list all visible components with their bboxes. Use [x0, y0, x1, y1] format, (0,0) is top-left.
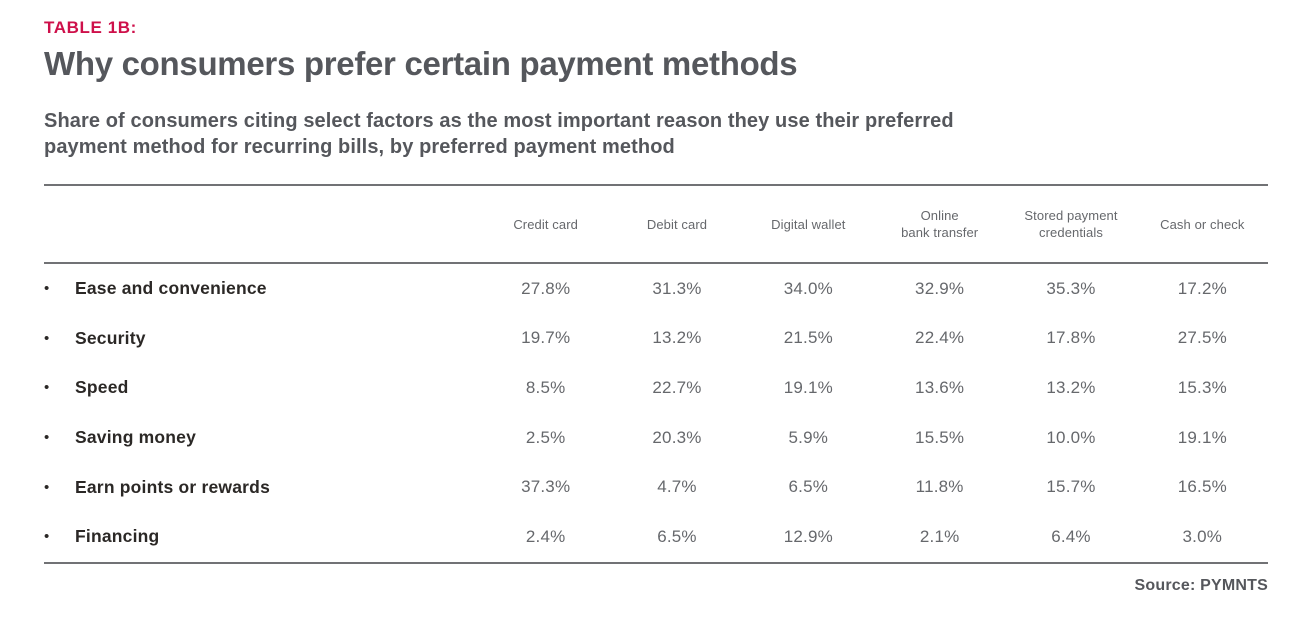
cell-value: 37.3%	[521, 477, 571, 497]
row-label-ease-and-convenience: Ease and convenience	[75, 278, 267, 299]
cell-value: 6.4%	[1051, 526, 1091, 546]
page-title: Why consumers prefer certain payment met…	[44, 45, 798, 82]
divider-top	[44, 184, 1268, 186]
cell-value: 19.1%	[1177, 427, 1227, 447]
cell-value: 19.1%	[783, 377, 833, 397]
divider-header	[44, 262, 1268, 264]
table-row: • Financing 2.4% 6.5% 12.9% 2.1% 6.4% 3.…	[44, 512, 1268, 562]
table-number-tag: TABLE 1B:	[44, 18, 137, 37]
cell-value: 2.1%	[919, 526, 960, 546]
cell-value: 34.0%	[783, 278, 833, 298]
column-header-debit-card: Debit card	[646, 216, 708, 232]
table-row: • Speed 8.5% 22.7% 19.1% 13.6% 13.2% 15.…	[44, 363, 1268, 413]
cell-value: 16.5%	[1177, 477, 1227, 497]
table-body: • Ease and convenience 27.8% 31.3% 34.0%…	[44, 264, 1268, 562]
column-header-credit-card: Credit card	[513, 216, 578, 232]
cell-value: 17.2%	[1177, 278, 1227, 298]
cell-value: 21.5%	[783, 328, 833, 348]
row-label-saving-money: Saving money	[75, 427, 197, 448]
cell-value: 13.2%	[652, 328, 702, 348]
cell-value: 3.0%	[1182, 526, 1223, 546]
row-label-cell: • Security	[44, 328, 480, 349]
cell-value: 10.0%	[1046, 427, 1096, 447]
cell-value: 8.5%	[525, 377, 566, 397]
row-label-speed: Speed	[75, 377, 129, 398]
cell-value: 12.9%	[783, 526, 833, 546]
cell-value: 20.3%	[652, 427, 702, 447]
cell-value: 11.8%	[915, 477, 964, 497]
cell-value: 19.7%	[521, 328, 571, 348]
row-label-earn-points-or-rewards: Earn points or rewards	[75, 476, 271, 497]
cell-value: 13.2%	[1046, 377, 1096, 397]
cell-value: 32.9%	[915, 278, 965, 298]
cell-value: 15.7%	[1046, 477, 1096, 497]
table-subtitle: Share of consumers citing select factors…	[44, 110, 954, 158]
cell-value: 27.8%	[521, 278, 571, 298]
row-label-cell: • Financing	[44, 526, 480, 547]
row-label-cell: • Saving money	[44, 427, 480, 448]
column-header-digital-wallet: Digital wallet	[771, 216, 846, 232]
cell-value: 2.5%	[525, 427, 566, 447]
bullet-icon: •	[44, 379, 50, 397]
cell-value: 2.4%	[525, 526, 566, 546]
bullet-icon: •	[44, 478, 50, 496]
cell-value: 15.5%	[915, 427, 965, 447]
cell-value: 35.3%	[1046, 278, 1096, 298]
cell-value: 4.7%	[657, 477, 697, 497]
source-attribution: Source: PYMNTS	[1134, 576, 1268, 594]
bullet-icon: •	[44, 329, 50, 347]
column-header-online-bank-transfer: Online bank transfer	[901, 208, 979, 240]
source-row: Source: PYMNTS	[44, 577, 1268, 595]
table-row: • Security 19.7% 13.2% 21.5% 22.4% 17.8%…	[44, 314, 1268, 364]
cell-value: 6.5%	[788, 477, 829, 497]
cell-value: 5.9%	[788, 427, 829, 447]
row-label-security: Security	[75, 327, 146, 348]
cell-value: 22.7%	[652, 377, 702, 397]
cell-value: 27.5%	[1177, 328, 1227, 348]
cell-value: 6.5%	[657, 526, 697, 546]
table-row: • Saving money 2.5% 20.3% 5.9% 15.5% 10.…	[44, 413, 1268, 463]
row-label-cell: • Earn points or rewards	[44, 477, 480, 498]
cell-value: 31.3%	[652, 278, 702, 298]
table-header-row: Credit card Debit card Digital wallet On…	[44, 186, 1268, 262]
divider-bottom	[44, 561, 1268, 564]
row-label-financing: Financing	[75, 526, 160, 547]
row-label-cell: • Ease and convenience	[44, 278, 480, 299]
column-header-stored-payment-credentials: Stored payment credentials	[1024, 208, 1118, 240]
table-row: • Ease and convenience 27.8% 31.3% 34.0%…	[44, 264, 1268, 314]
cell-value: 13.6%	[915, 377, 965, 397]
bullet-icon: •	[44, 528, 50, 546]
cell-value: 22.4%	[915, 328, 965, 348]
table-row: • Earn points or rewards 37.3% 4.7% 6.5%…	[44, 462, 1268, 512]
bullet-icon: •	[44, 429, 50, 447]
cell-value: 15.3%	[1177, 377, 1227, 397]
row-label-cell: • Speed	[44, 377, 480, 398]
bullet-icon: •	[44, 280, 50, 298]
cell-value: 17.8%	[1046, 328, 1096, 348]
column-header-cash-or-check: Cash or check	[1160, 216, 1245, 232]
